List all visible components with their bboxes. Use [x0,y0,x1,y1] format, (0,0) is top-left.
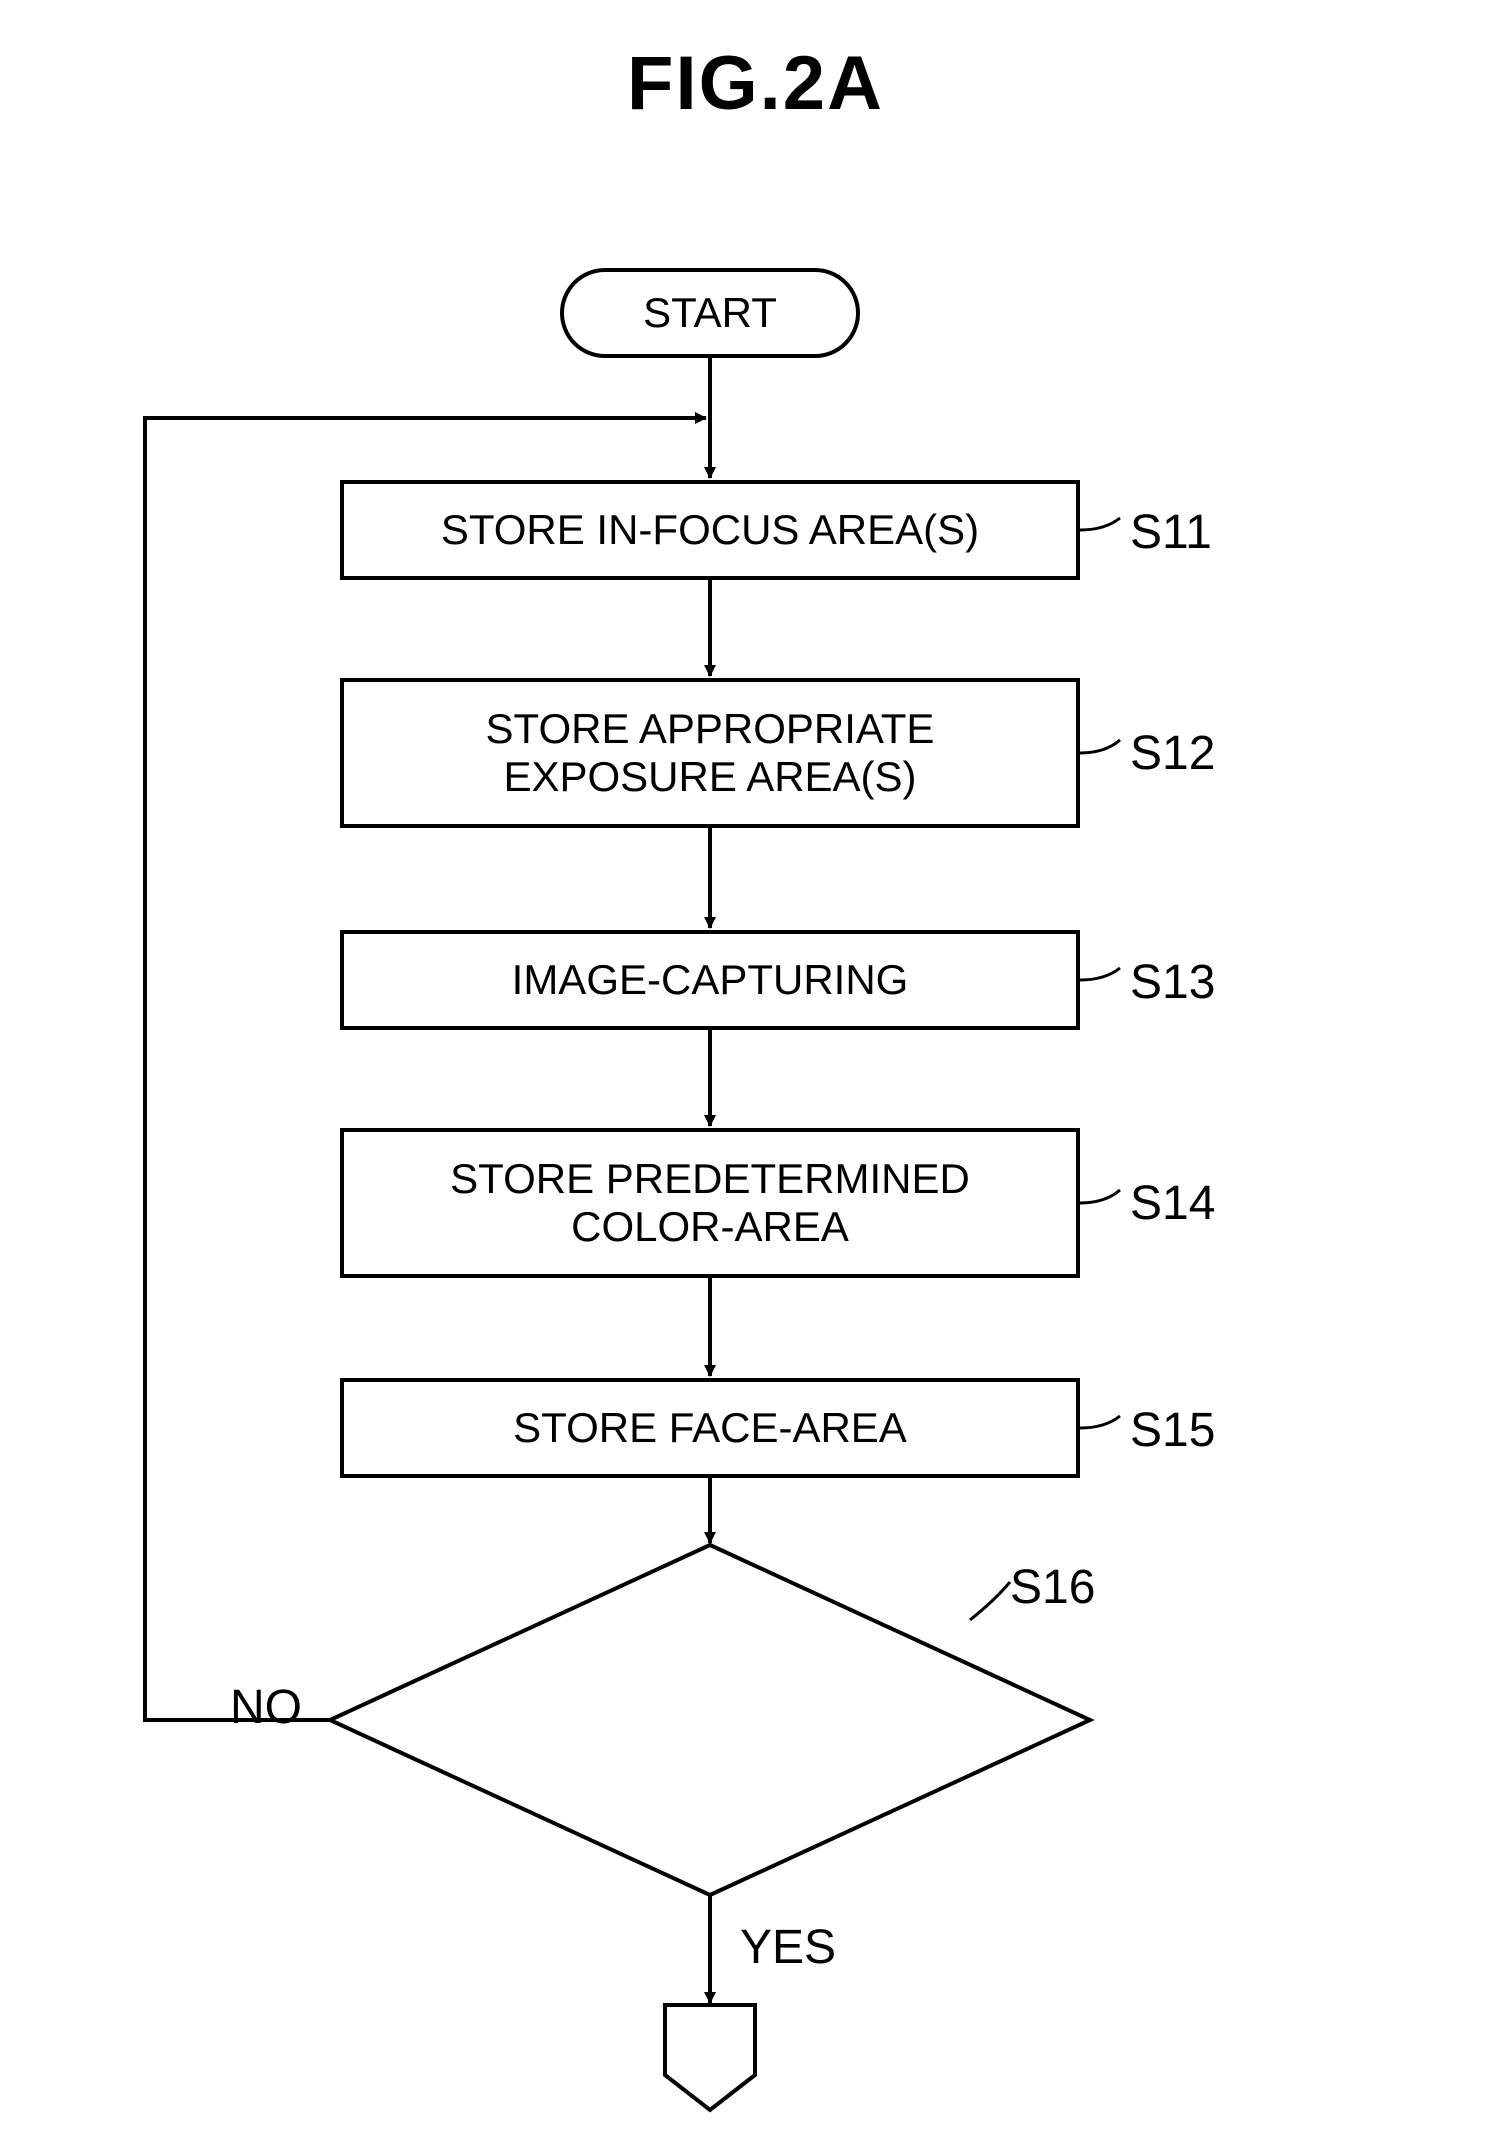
step-s11-text: STORE IN-FOCUS AREA(S) [441,506,979,554]
connector-text: 1 [685,2025,735,2073]
step-s15: STORE FACE-AREA [340,1378,1080,1478]
decision-s16-label: S16 [1010,1560,1095,1615]
start-text: START [643,289,777,337]
step-s14-text: STORE PREDETERMINED COLOR-AREA [450,1155,970,1252]
edge-no-label: NO [230,1680,302,1735]
step-s14-label: S14 [1130,1176,1215,1231]
step-s14: STORE PREDETERMINED COLOR-AREA [340,1128,1080,1278]
figure-title: FIG.2A [0,40,1511,127]
page: FIG.2A START STORE IN-FOCUS AREA(S) S11 … [0,0,1511,2149]
step-s15-label: S15 [1130,1403,1215,1458]
decision-s16-text: PREDETERMINED NUMBER OF IMAGES? [490,1655,930,1848]
step-s13-label: S13 [1130,955,1215,1010]
step-s11: STORE IN-FOCUS AREA(S) [340,480,1080,580]
step-s12: STORE APPROPRIATE EXPOSURE AREA(S) [340,678,1080,828]
step-s12-text: STORE APPROPRIATE EXPOSURE AREA(S) [486,705,935,802]
step-s15-text: STORE FACE-AREA [513,1404,907,1452]
step-s13: IMAGE-CAPTURING [340,930,1080,1030]
step-s13-text: IMAGE-CAPTURING [512,956,909,1004]
start-node: START [560,268,860,358]
step-s12-label: S12 [1130,726,1215,781]
step-s11-label: S11 [1130,505,1212,560]
edge-yes-label: YES [740,1920,836,1975]
